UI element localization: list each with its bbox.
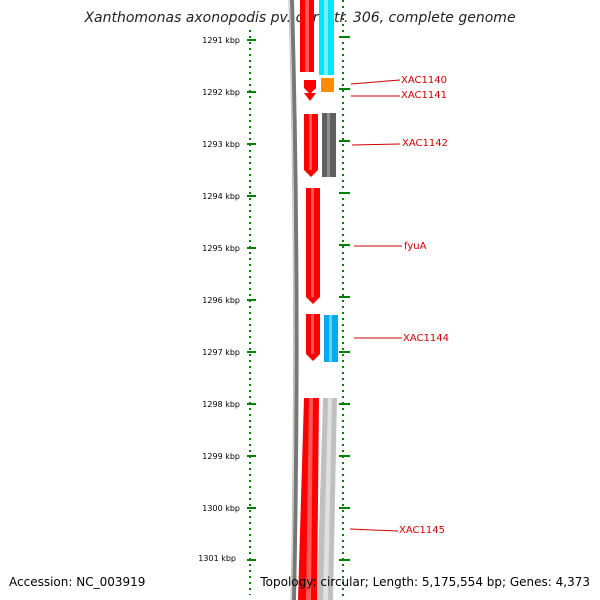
ruler-label: 1299 kbp — [202, 452, 240, 461]
gene-label-xac1144: XAC1144 — [403, 333, 449, 344]
genome-backbone — [290, 0, 299, 600]
ruler-label: 1291 kbp — [202, 36, 240, 45]
right-ticks — [339, 36, 350, 561]
ruler-label: 1300 kbp — [202, 504, 240, 513]
gene-label-xac1140: XAC1140 — [401, 75, 447, 86]
left-ticks — [247, 39, 256, 561]
ruler-label: 1298 kbp — [202, 400, 240, 409]
ruler-label: 1293 kbp — [202, 140, 240, 149]
genome-backbone-outer — [288, 0, 295, 600]
gene-label-xac1142: XAC1142 — [402, 138, 448, 149]
ruler-labels: 1291 kbp 1292 kbp 1293 kbp 1294 kbp 1295… — [198, 36, 240, 563]
ruler-label: 1292 kbp — [202, 88, 240, 97]
genome-summary-text: Topology: circular; Length: 5,175,554 bp… — [260, 575, 590, 589]
ruler-label: 1301 kbp — [198, 554, 236, 563]
forward-genes — [298, 0, 320, 600]
gene-feature-xac1140 — [304, 80, 316, 94]
gene-labels: XAC1140 XAC1141 XAC1142 fyuA XAC1144 XAC… — [399, 75, 449, 536]
accession-text: Accession: NC_003919 — [9, 575, 146, 589]
ruler-label: 1296 kbp — [202, 296, 240, 305]
orange-feature — [321, 78, 334, 92]
ruler-label: 1295 kbp — [202, 244, 240, 253]
gene-feature-xac1141 — [304, 93, 316, 101]
gene-label-fyua: fyuA — [404, 241, 427, 252]
reverse-genes — [317, 0, 338, 600]
ruler-label: 1297 kbp — [202, 348, 240, 357]
gene-label-xac1145: XAC1145 — [399, 525, 445, 536]
label-lines — [349, 79, 402, 532]
ruler-label: 1294 kbp — [202, 192, 240, 201]
gene-label-xac1141: XAC1141 — [401, 90, 447, 101]
